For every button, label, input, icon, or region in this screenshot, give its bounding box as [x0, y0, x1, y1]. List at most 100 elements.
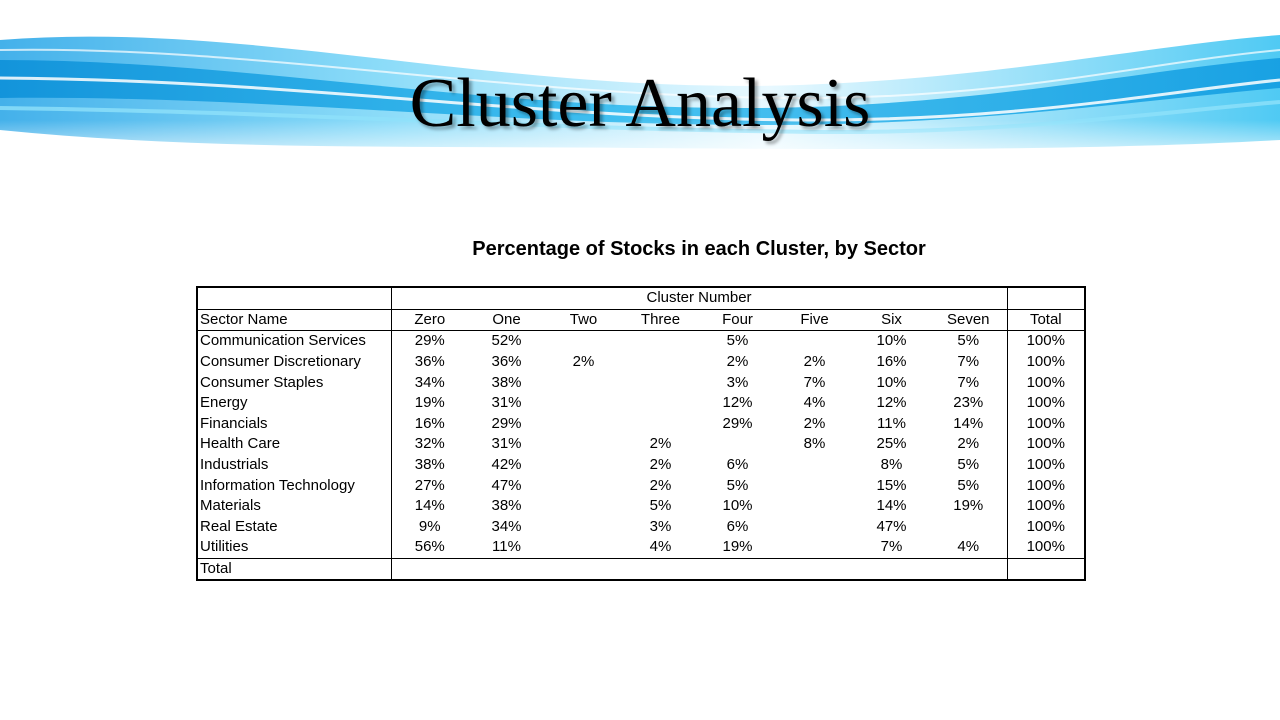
total-row-blank — [1006, 557, 1086, 581]
sector-cluster-table: Cluster Number Sector Name Zero One Two … — [196, 286, 1087, 582]
sector-name-cell: Energy — [197, 392, 392, 414]
cluster-value-cell — [776, 496, 853, 517]
table-total-row: Total — [197, 557, 1086, 581]
table-row: Industrials 38% 42% 2% 6% 8% 5% 100% — [197, 454, 1086, 476]
row-total-cell: 100% — [1006, 330, 1086, 352]
cluster-value-cell: 38% — [414, 456, 445, 474]
cluster-value-cell — [545, 455, 622, 476]
cluster-value-cell: 32% — [414, 435, 445, 453]
cluster-value-cell: 42% — [491, 456, 522, 474]
cluster-value-cell — [622, 372, 699, 393]
cluster-value-cell — [776, 475, 853, 496]
cluster-value-cell: 8% — [803, 435, 826, 453]
sector-name-header: Sector Name — [197, 309, 392, 332]
cluster-value-cell: 7% — [880, 538, 903, 556]
cluster-value-cell — [545, 393, 622, 414]
cluster-header: Seven — [930, 309, 1008, 332]
sector-name-cell: Industrials — [197, 454, 392, 476]
cluster-value-cell: 31% — [491, 394, 522, 412]
cluster-value-cell: 5% — [649, 497, 672, 515]
cluster-value-cell: 14% — [414, 497, 445, 515]
cluster-value-cell — [776, 331, 853, 352]
cluster-header: Zero — [391, 309, 468, 332]
table-row: Consumer Staples 34% 38% 3% 7% 10% 7% 100% — [197, 372, 1086, 393]
cluster-value-cell: 29% — [414, 332, 445, 350]
sector-name-cell: Information Technology — [197, 475, 392, 496]
cluster-header: Five — [776, 309, 853, 332]
row-total-cell: 100% — [1006, 454, 1086, 476]
cluster-value-cell: 5% — [957, 332, 980, 350]
cluster-value-cell: 7% — [803, 373, 826, 391]
cluster-value-cell — [776, 517, 853, 538]
cluster-value-cell — [622, 393, 699, 414]
cluster-value-cell: 25% — [876, 435, 907, 453]
cluster-header: Three — [622, 309, 699, 332]
blank-header-cell — [197, 287, 392, 310]
cluster-value-cell: 7% — [957, 373, 980, 391]
cluster-value-cell: 5% — [726, 332, 749, 350]
cluster-value-cell — [622, 352, 699, 373]
table-row: Health Care 32% 31% 2% 8% 25% 2% 100% — [197, 434, 1086, 455]
cluster-value-cell — [545, 517, 622, 538]
cluster-value-cell: 9% — [418, 517, 441, 535]
cluster-header: Two — [545, 309, 622, 332]
cluster-value-cell — [545, 331, 622, 352]
cluster-value-cell: 52% — [491, 332, 522, 350]
cluster-value-cell — [545, 414, 622, 435]
cluster-value-cell: 34% — [491, 517, 522, 535]
cluster-value-cell — [545, 475, 622, 496]
cluster-header: One — [468, 309, 545, 332]
cluster-value-cell: 36% — [414, 353, 445, 371]
row-total-cell: 100% — [1006, 516, 1086, 538]
cluster-value-cell: 5% — [726, 476, 749, 494]
table-body: Communication Services 29% 52% 5% 10% 5% 100% C… — [197, 330, 1086, 559]
cluster-value-cell: 10% — [876, 373, 907, 391]
slide-title: Cluster Analysis — [409, 65, 871, 142]
cluster-value-cell: 2% — [649, 476, 672, 494]
cluster-value-cell: 31% — [491, 435, 522, 453]
cluster-value-cell: 2% — [726, 353, 749, 371]
cluster-value-cell: 3% — [726, 373, 749, 391]
cluster-value-cell: 10% — [876, 332, 907, 350]
table-row: Information Technology 27% 47% 2% 5% 15% 5% 100… — [197, 475, 1086, 496]
cluster-value-cell: 34% — [414, 373, 445, 391]
cluster-number-header: Cluster Number — [391, 287, 1008, 310]
cluster-value-cell: 47% — [876, 517, 907, 535]
cluster-value-cell: 15% — [876, 476, 907, 494]
cluster-value-cell: 6% — [726, 456, 749, 474]
cluster-value-cell — [699, 434, 776, 455]
table-row: Utilities 56% 11% 4% 19% 7% 4% 100% — [197, 537, 1086, 559]
table-row: Financials 16% 29% 29% 2% 11% 14% 100% — [197, 413, 1086, 435]
cluster-value-cell: 29% — [491, 414, 522, 432]
row-total-cell: 100% — [1006, 495, 1086, 517]
cluster-value-cell: 4% — [649, 538, 672, 556]
cluster-value-cell: 11% — [492, 538, 521, 556]
cluster-value-cell: 27% — [414, 476, 445, 494]
cluster-value-cell: 56% — [414, 538, 445, 556]
cluster-value-cell: 38% — [491, 497, 522, 515]
sector-name-cell: Utilities — [197, 537, 392, 559]
cluster-value-cell: 3% — [649, 517, 672, 535]
total-header: Total — [1006, 309, 1086, 332]
cluster-value-cell: 5% — [957, 476, 980, 494]
cluster-header: Six — [853, 309, 930, 332]
cluster-value-cell: 16% — [414, 414, 445, 432]
table-row: Consumer Discretionary 36% 36% 2% 2% 2% 16% 7% 1… — [197, 351, 1086, 373]
table-group-header-row: Cluster Number — [197, 287, 1086, 310]
cluster-value-cell: 12% — [722, 394, 753, 412]
table-row: Communication Services 29% 52% 5% 10% 5% 100% — [197, 330, 1086, 352]
table-row: Energy 19% 31% 12% 4% 12% 23% 100% — [197, 392, 1086, 414]
cluster-value-cell — [545, 434, 622, 455]
sector-name-cell: Real Estate — [197, 516, 392, 538]
cluster-value-cell: 36% — [491, 353, 522, 371]
cluster-value-cell: 2% — [803, 414, 826, 432]
row-total-cell: 100% — [1006, 351, 1086, 373]
cluster-value-cell: 16% — [876, 353, 907, 371]
cluster-value-cell: 10% — [722, 497, 753, 515]
total-row-blank — [391, 557, 1008, 581]
row-total-cell: 100% — [1006, 392, 1086, 414]
table-row: Real Estate 9% 34% 3% 6% 47% 100% — [197, 516, 1086, 538]
cluster-value-cell: 7% — [957, 353, 980, 371]
row-total-cell: 100% — [1006, 372, 1086, 393]
row-total-cell: 100% — [1006, 434, 1086, 455]
